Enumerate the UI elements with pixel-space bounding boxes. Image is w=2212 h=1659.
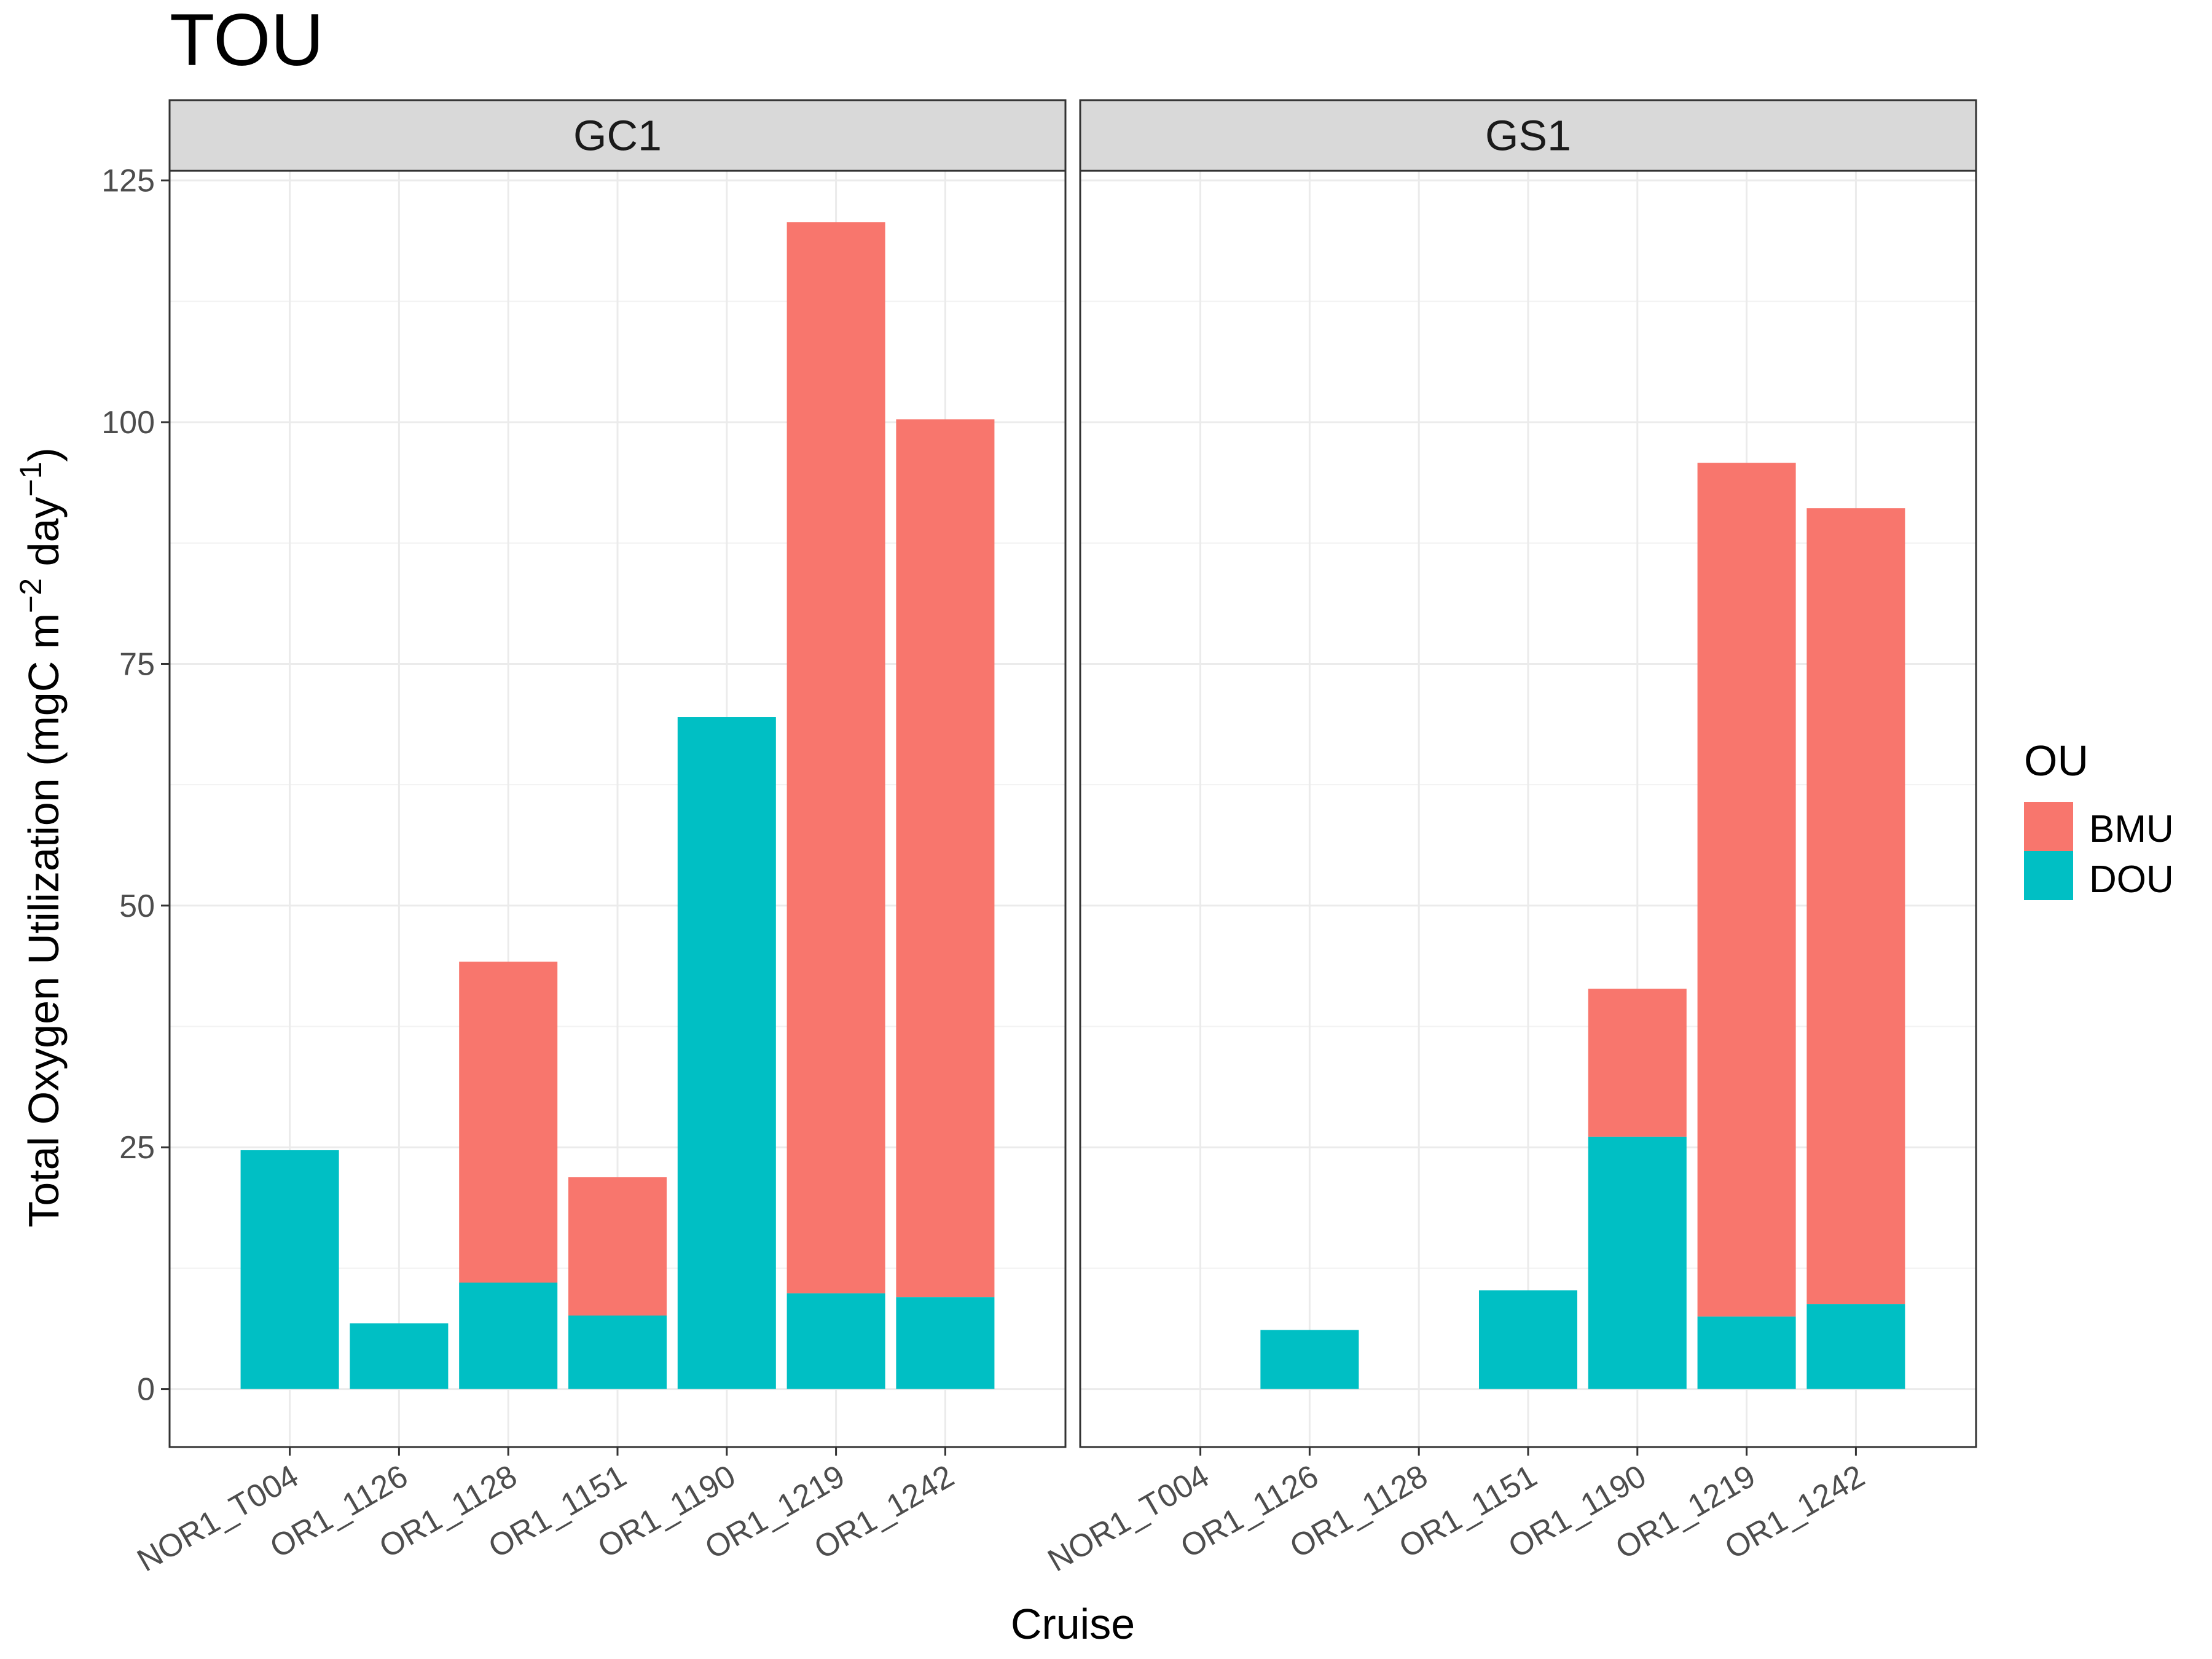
- panel-gs1: GS1NOR1_T004OR1_1126OR1_1128OR1_1151OR1_…: [1042, 99, 1977, 1579]
- bar-bmu-gc1-or1_1128: [459, 962, 558, 1283]
- y-tick-label: 125: [101, 163, 155, 199]
- bar-dou-gc1-nor1_t004: [240, 1150, 339, 1389]
- facet-strip-gc1: [168, 99, 1067, 172]
- y-axis-label: Total Oxygen Utilization (mgC m−2 day−1): [14, 447, 68, 1227]
- panels: GC1NOR1_T004OR1_1126OR1_1128OR1_1151OR1_…: [101, 99, 1977, 1579]
- legend-swatch-dou: [2024, 851, 2073, 900]
- panel-gc1: GC1NOR1_T004OR1_1126OR1_1128OR1_1151OR1_…: [131, 99, 1067, 1579]
- bar-dou-gc1-or1_1190: [677, 717, 776, 1389]
- bar-bmu-gc1-or1_1151: [568, 1177, 667, 1316]
- bar-dou-gs1-or1_1219: [1697, 1316, 1796, 1389]
- y-tick-label: 0: [137, 1372, 155, 1408]
- facet-strip-label-gc1: GC1: [573, 112, 662, 160]
- y-axis-label-middle: day: [20, 497, 68, 578]
- bar-dou-gc1-or1_1151: [568, 1316, 667, 1389]
- bar-dou-gc1-or1_1128: [459, 1282, 558, 1389]
- y-axis-label-sup1: −2: [14, 578, 48, 613]
- bar-bmu-gs1-or1_1242: [1806, 508, 1905, 1304]
- y-axis-label-suffix: ): [20, 447, 68, 461]
- y-tick-label: 75: [119, 646, 155, 682]
- bar-dou-gc1-or1_1126: [350, 1323, 449, 1389]
- y-tick-label: 100: [101, 405, 155, 441]
- x-tick-label: NOR1_T004: [131, 1458, 305, 1579]
- legend-label-bmu: BMU: [2089, 808, 2174, 850]
- chart-title: TOU: [170, 0, 324, 81]
- bar-dou-gc1-or1_1242: [896, 1297, 995, 1389]
- bar-dou-gs1-or1_1151: [1478, 1290, 1578, 1389]
- y-axis-label-sup2: −1: [14, 462, 48, 497]
- y-axis-label-prefix: Total Oxygen Utilization (mgC m: [20, 613, 68, 1228]
- facet-strip-label-gs1: GS1: [1485, 112, 1571, 160]
- legend-label-dou: DOU: [2089, 858, 2174, 901]
- x-tick-label: NOR1_T004: [1042, 1458, 1215, 1579]
- facet-strip-gs1: [1079, 99, 1977, 172]
- bar-bmu-gs1-or1_1190: [1588, 989, 1687, 1137]
- legend: OU BMU DOU: [2024, 737, 2174, 901]
- bar-bmu-gc1-or1_1219: [786, 222, 885, 1293]
- bar-dou-gc1-or1_1219: [786, 1293, 885, 1389]
- legend-swatch-bmu: [2024, 802, 2073, 851]
- bar-bmu-gc1-or1_1242: [896, 419, 995, 1298]
- bar-dou-gs1-or1_1190: [1588, 1136, 1687, 1389]
- x-axis-label: Cruise: [1011, 1600, 1135, 1648]
- bar-dou-gs1-or1_1242: [1806, 1304, 1905, 1389]
- legend-title: OU: [2024, 737, 2088, 785]
- y-tick-label: 25: [119, 1130, 155, 1166]
- bar-bmu-gs1-or1_1219: [1697, 463, 1796, 1317]
- bar-dou-gs1-or1_1126: [1260, 1330, 1359, 1389]
- y-tick-label: 50: [119, 888, 155, 924]
